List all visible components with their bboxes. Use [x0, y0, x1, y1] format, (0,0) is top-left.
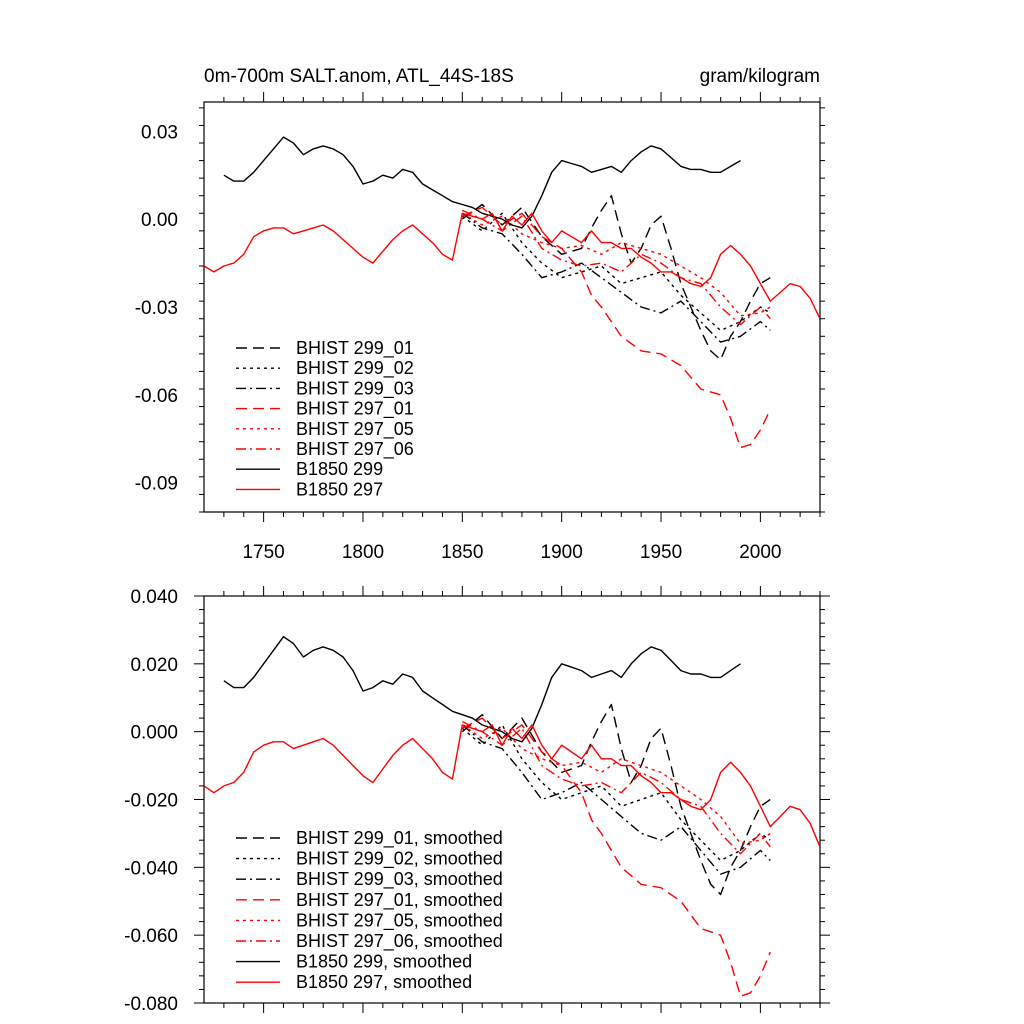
- top-x-tick-label: 1800: [342, 542, 384, 563]
- bottom-series-line-2: [461, 724, 771, 862]
- bottom-y-tick-label: -0.040: [124, 858, 178, 879]
- top-series-line-3: [461, 212, 771, 343]
- bottom-panel: 0.040 0.020 0.000 -0.020 -0.040 -0.060 -0.080 B…: [124, 586, 830, 1015]
- bottom-legend-label: BHIST 297_06, smoothed: [296, 931, 503, 952]
- top-chart-units: gram/kilogram: [700, 66, 820, 87]
- top-x-tick-label: 1950: [640, 542, 682, 563]
- bottom-y-tick-label: 0.000: [130, 723, 178, 744]
- top-y-tick-label: -0.09: [135, 474, 178, 495]
- top-x-tick-label: 1750: [242, 542, 284, 563]
- bottom-series-line-4: [461, 717, 771, 997]
- bottom-y-tick-label: 0.020: [130, 655, 178, 676]
- bottom-series-line-6: [461, 720, 771, 855]
- top-series-line-4: [462, 206, 771, 449]
- top-y-tick-label: -0.03: [135, 298, 178, 319]
- top-series-line-8: [204, 212, 820, 320]
- bottom-legend-label: BHIST 297_01, smoothed: [296, 890, 503, 911]
- top-series-line-5: [461, 212, 771, 317]
- bottom-y-tick-label: 0.040: [130, 587, 178, 608]
- top-y-tick-label: -0.06: [135, 386, 178, 407]
- bottom-series-line-3: [461, 724, 771, 875]
- bottom-series-line-7: [223, 636, 741, 743]
- top-plot-frame: [203, 101, 821, 513]
- bottom-legend-label: BHIST 299_03, smoothed: [296, 869, 503, 890]
- bottom-y-tick-label: -0.080: [124, 994, 178, 1015]
- bottom-legend-label: B1850 299, smoothed: [296, 952, 472, 972]
- top-y-tick-label: 0.00: [141, 210, 178, 231]
- bottom-legend-label: BHIST 299_02, smoothed: [296, 849, 503, 870]
- bottom-y-tick-label: -0.020: [124, 791, 178, 812]
- bottom-series-line-5: [461, 724, 771, 845]
- top-legend-label: BHIST 299_03: [296, 378, 414, 399]
- top-legend-label: BHIST 297_06: [296, 439, 414, 460]
- top-series-line-2: [461, 212, 771, 332]
- bottom-legend-label: BHIST 299_01, smoothed: [296, 828, 503, 849]
- top-legend-label: BHIST 299_01: [296, 338, 414, 359]
- top-panel: 0m-700m SALT.anom, ATL_44S-18S gram/kilo…: [135, 66, 825, 563]
- bottom-legend-label: BHIST 297_05, smoothed: [296, 910, 503, 931]
- top-x-tick-label: 1900: [541, 542, 583, 563]
- top-legend-label: B1850 297: [296, 479, 383, 499]
- top-legend-label: B1850 299: [296, 459, 383, 479]
- top-chart-title: 0m-700m SALT.anom, ATL_44S-18S: [204, 66, 514, 87]
- bottom-series-line-8: [204, 724, 820, 848]
- top-x-tick-label: 1850: [441, 542, 483, 563]
- top-legend-label: BHIST 299_02: [296, 358, 414, 379]
- top-series-line-6: [462, 209, 771, 326]
- top-legend-label: BHIST 297_05: [296, 419, 414, 440]
- top-x-tick-label: 2000: [739, 542, 781, 563]
- top-series-line-1: [461, 195, 771, 361]
- top-series-line-7: [223, 136, 741, 229]
- top-legend-label: BHIST 297_01: [296, 399, 414, 420]
- top-y-tick-label: 0.03: [141, 122, 178, 143]
- bottom-legend-label: B1850 297, smoothed: [296, 972, 472, 992]
- bottom-y-tick-label: -0.060: [124, 926, 178, 947]
